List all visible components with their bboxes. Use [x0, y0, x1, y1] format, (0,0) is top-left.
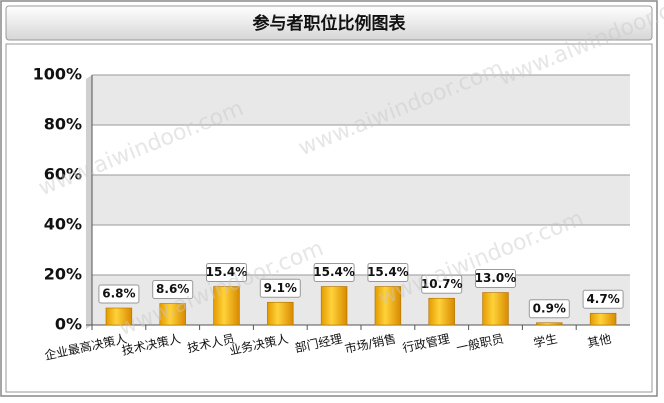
value-label-box	[152, 280, 194, 299]
bar	[105, 307, 133, 326]
bar	[320, 286, 348, 326]
plot-wall	[86, 75, 92, 329]
value-label-box	[528, 299, 570, 319]
y-tick-label: 40%	[44, 215, 82, 234]
title-bar	[5, 5, 653, 41]
value-label-box	[313, 263, 355, 282]
x-tick-label: 其他	[586, 332, 612, 351]
value-label: 15.4%	[206, 265, 248, 279]
bar	[428, 297, 455, 326]
value-label: 10.7%	[421, 277, 463, 291]
bar	[213, 286, 240, 326]
grid-band	[92, 175, 630, 225]
chart-title: 参与者职位比例图表	[253, 13, 407, 34]
value-label-box	[421, 274, 463, 294]
value-label-box	[475, 269, 516, 288]
plot-frame	[5, 43, 653, 393]
y-tick-label: 60%	[44, 165, 82, 184]
y-tick-label: 20%	[44, 265, 82, 284]
bar	[482, 292, 509, 326]
y-tick-label: 0%	[55, 315, 82, 334]
value-label: 8.6%	[156, 282, 189, 296]
value-label: 6.8%	[102, 287, 135, 301]
value-label: 4.7%	[586, 292, 619, 306]
bar	[536, 322, 563, 326]
value-label: 15.4%	[367, 265, 409, 279]
value-label-box	[367, 263, 409, 282]
bar	[159, 303, 186, 326]
grid-band	[92, 75, 630, 125]
value-label: 15.4%	[313, 265, 355, 279]
x-tick-label: 学生	[532, 331, 559, 351]
bar	[374, 286, 402, 326]
bar	[267, 301, 294, 326]
value-label-box	[206, 263, 247, 282]
value-label: 0.9%	[533, 301, 566, 315]
bar	[589, 312, 617, 326]
value-label: 13.0%	[475, 271, 517, 285]
value-label-box	[259, 278, 301, 298]
value-label-box	[98, 284, 140, 304]
value-label-box	[582, 289, 624, 309]
value-label: 9.1%	[264, 281, 297, 295]
y-tick-label: 80%	[44, 115, 82, 134]
y-tick-label: 100%	[33, 65, 82, 84]
